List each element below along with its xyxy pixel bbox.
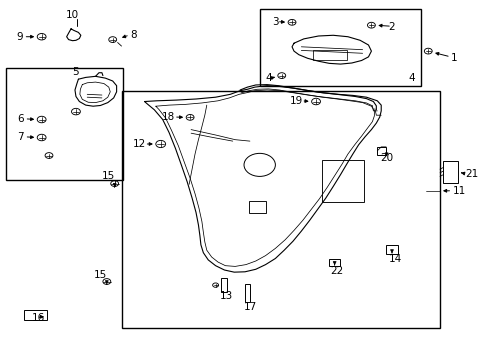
- Text: 2: 2: [389, 22, 395, 32]
- Text: 19: 19: [290, 96, 303, 106]
- Text: 14: 14: [389, 254, 403, 264]
- Bar: [221, 278, 227, 292]
- Text: 3: 3: [271, 17, 278, 27]
- Text: 1: 1: [451, 53, 458, 63]
- Text: 12: 12: [133, 139, 146, 149]
- Text: 4: 4: [265, 73, 272, 84]
- Bar: [249, 201, 266, 213]
- Bar: [260, 9, 421, 86]
- Text: 8: 8: [130, 30, 137, 40]
- Bar: [245, 284, 250, 302]
- Bar: [329, 259, 340, 266]
- Text: 5: 5: [73, 67, 79, 77]
- Bar: [313, 50, 347, 60]
- Text: 22: 22: [330, 266, 344, 276]
- Text: 18: 18: [162, 112, 175, 122]
- Text: 4: 4: [408, 73, 415, 83]
- Bar: [6, 68, 123, 180]
- Bar: [24, 310, 47, 320]
- Text: 15: 15: [94, 270, 107, 280]
- Text: 15: 15: [102, 171, 116, 181]
- Bar: [122, 91, 440, 328]
- Text: 16: 16: [31, 312, 45, 323]
- Bar: [377, 147, 386, 155]
- Text: 21: 21: [466, 168, 479, 179]
- Bar: [443, 161, 458, 183]
- Text: 10: 10: [66, 10, 79, 20]
- Text: 17: 17: [244, 302, 258, 312]
- Text: 7: 7: [17, 132, 24, 142]
- Text: 11: 11: [453, 186, 466, 196]
- Bar: [322, 160, 364, 202]
- Text: 6: 6: [17, 114, 24, 124]
- Text: 13: 13: [220, 291, 233, 301]
- Text: 9: 9: [16, 32, 23, 42]
- Text: 20: 20: [381, 153, 393, 163]
- Bar: [386, 245, 398, 254]
